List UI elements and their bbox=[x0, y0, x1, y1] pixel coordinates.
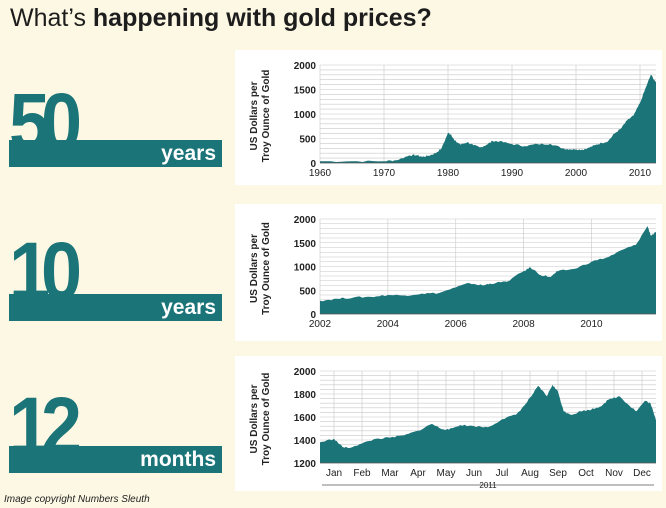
x-tick-label: Jul bbox=[496, 468, 509, 479]
year-label: 2011 bbox=[479, 481, 497, 490]
price-area bbox=[320, 74, 656, 163]
y-tick-label: 1800 bbox=[294, 390, 317, 401]
y-tick-label: 1600 bbox=[294, 413, 317, 424]
y-tick-label: 1000 bbox=[294, 263, 317, 274]
x-tick-label: Dec bbox=[633, 468, 651, 479]
x-tick-label: Nov bbox=[605, 468, 623, 479]
y-tick-label: 2000 bbox=[294, 215, 317, 226]
x-tick-label: May bbox=[437, 468, 456, 479]
row-50-years: 50 years 0 500 1000 1500 2000 1960 1970 1980 199… bbox=[0, 50, 666, 190]
y-tick-label: 2000 bbox=[294, 61, 317, 72]
row-12-months: 12 months 1200 1400 1600 1800 2000 Jan Feb Mar A… bbox=[0, 356, 666, 496]
y-axis-label: US Dollars per Troy Ounce of Gold bbox=[249, 70, 272, 163]
y-tick-label: 500 bbox=[299, 286, 316, 297]
title-bold: happening with gold prices? bbox=[92, 4, 432, 32]
band-label: years bbox=[161, 142, 216, 165]
chart-12-months: 1200 1400 1600 1800 2000 Jan Feb Mar Apr May Jun Ju… bbox=[249, 367, 656, 490]
label-band: years bbox=[9, 294, 222, 321]
x-tick-label: Mar bbox=[381, 468, 399, 479]
x-tick-label: Aug bbox=[521, 468, 539, 479]
x-tick-label: 1990 bbox=[501, 168, 524, 179]
y-axis-label: US Dollars per Troy Ounce of Gold bbox=[249, 222, 272, 315]
y-tick-label: 2000 bbox=[294, 367, 317, 378]
chart-10-years: 0 500 1000 1500 2000 2002 2004 2006 2008 2010 US D… bbox=[249, 215, 656, 330]
y-axis-label-line1: US Dollars per bbox=[249, 384, 260, 453]
chart-panel-50-years: 0 500 1000 1500 2000 1960 1970 1980 1990 2000 2010… bbox=[235, 50, 662, 185]
x-tick-label: 2006 bbox=[445, 319, 468, 330]
title-prefix: What’s bbox=[10, 4, 93, 32]
band-label: months bbox=[140, 448, 216, 471]
y-axis-label: US Dollars per Troy Ounce of Gold bbox=[249, 373, 272, 466]
x-tick-label: Feb bbox=[353, 468, 371, 479]
y-axis-label-line2: Troy Ounce of Gold bbox=[261, 222, 272, 315]
x-tick-label: 2000 bbox=[565, 168, 588, 179]
y-tick-label: 500 bbox=[299, 135, 316, 146]
y-axis-label-line2: Troy Ounce of Gold bbox=[261, 373, 272, 466]
y-tick-label: 0 bbox=[310, 159, 316, 170]
price-area bbox=[320, 384, 656, 463]
image-credit: Image copyright Numbers Sleuth bbox=[4, 494, 150, 505]
y-tick-label: 1200 bbox=[294, 459, 317, 470]
x-tick-label: Apr bbox=[410, 468, 426, 479]
x-tick-label: Sep bbox=[549, 468, 567, 479]
chart-panel-10-years: 0 500 1000 1500 2000 2002 2004 2006 2008 2010 US D… bbox=[235, 204, 662, 341]
x-tick-label: 2010 bbox=[580, 319, 603, 330]
price-area bbox=[320, 226, 656, 314]
label-band: months bbox=[9, 446, 222, 473]
y-axis-label-line2: Troy Ounce of Gold bbox=[261, 70, 272, 163]
band-label: years bbox=[161, 296, 216, 319]
x-tick-label: Jun bbox=[466, 468, 482, 479]
x-tick-label: Jan bbox=[326, 468, 342, 479]
x-tick-label: Oct bbox=[578, 468, 594, 479]
x-tick-label: 2002 bbox=[309, 319, 332, 330]
x-tick-label: 2008 bbox=[513, 319, 536, 330]
x-tick-label: 1960 bbox=[309, 168, 332, 179]
x-tick-label: 1970 bbox=[373, 168, 396, 179]
chart-panel-12-months: 1200 1400 1600 1800 2000 Jan Feb Mar Apr May Jun Ju… bbox=[235, 356, 662, 491]
row-10-years: 10 years 0 500 1000 1500 2000 2002 2004 2006 200… bbox=[0, 204, 666, 344]
chart-50-years: 0 500 1000 1500 2000 1960 1970 1980 1990 2000 2010… bbox=[249, 61, 656, 179]
page-title: What’s happening with gold prices? bbox=[10, 4, 432, 33]
y-tick-label: 0 bbox=[310, 310, 316, 321]
x-tick-label: 1980 bbox=[437, 168, 460, 179]
label-band: years bbox=[9, 140, 222, 167]
x-tick-label: 2010 bbox=[629, 168, 652, 179]
y-axis-label-line1: US Dollars per bbox=[249, 234, 260, 303]
y-tick-label: 1500 bbox=[294, 239, 317, 250]
y-axis-label-line1: US Dollars per bbox=[249, 81, 260, 150]
x-tick-label: 2004 bbox=[377, 319, 400, 330]
y-tick-label: 1000 bbox=[294, 110, 317, 121]
y-tick-label: 1500 bbox=[294, 86, 317, 97]
y-tick-label: 1400 bbox=[294, 436, 317, 447]
